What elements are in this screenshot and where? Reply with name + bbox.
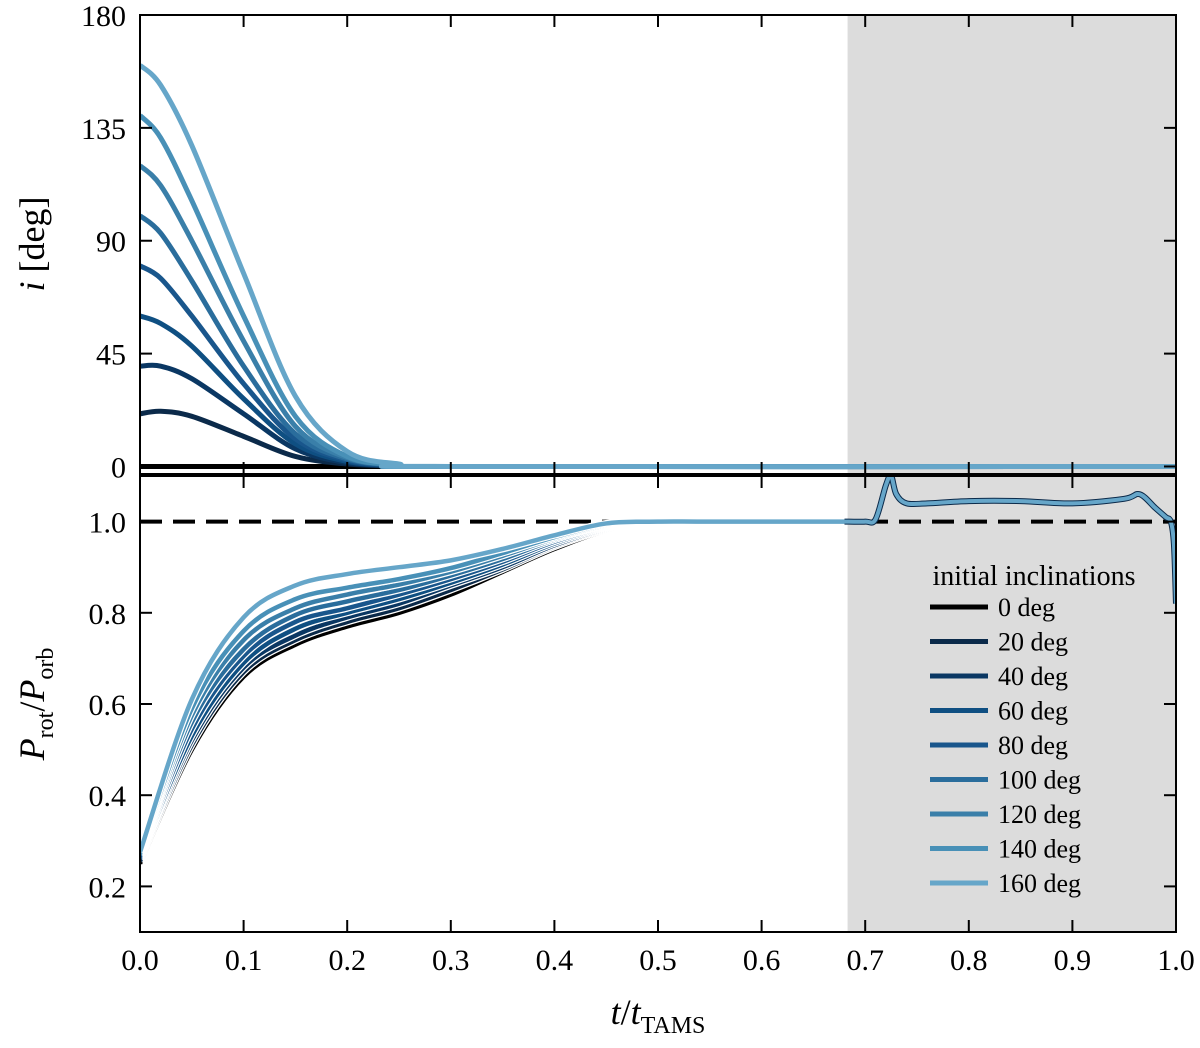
bottom-ytick-label: 0.4 (89, 780, 127, 813)
top-shaded-region (847, 15, 1176, 474)
xtick-label: 0.0 (121, 944, 159, 977)
xtick-label: 1.0 (1157, 944, 1195, 977)
bottom-ytick-label: 0.6 (89, 689, 127, 722)
late-phase-line-1 (844, 476, 1176, 604)
legend-label: 80 deg (998, 731, 1068, 760)
top-series-line-8 (140, 63, 1176, 470)
legend-label: 120 deg (998, 800, 1081, 829)
xtick-label: 0.4 (536, 944, 574, 977)
legend: initial inclinations 0 deg 20 deg 40 deg 60… (930, 561, 1135, 898)
xtick-label: 0.5 (639, 944, 677, 977)
top-ytick-label: 90 (96, 226, 126, 259)
xtick-label: 0.9 (1054, 944, 1092, 977)
top-panel-frame (139, 14, 1177, 475)
xtick-label: 0.3 (432, 944, 470, 977)
legend-label: 140 deg (998, 835, 1081, 864)
bottom-series-line-8 (140, 519, 845, 853)
top-ytick-label: 45 (96, 339, 126, 372)
bottom-ytick-label: 0.8 (89, 598, 127, 631)
legend-label: 20 deg (998, 628, 1068, 657)
xtick-label: 0.8 (950, 944, 988, 977)
top-ytick-label: 180 (81, 0, 126, 33)
top-ytick-label: 0 (111, 451, 126, 484)
bottom-ytick-label: 0.2 (89, 871, 127, 904)
xtick-label: 0.1 (225, 944, 263, 977)
legend-label: 40 deg (998, 662, 1068, 691)
xtick-label: 0.7 (846, 944, 884, 977)
legend-label: 0 deg (998, 593, 1055, 622)
bottom-ylabel: Prot/Porb (12, 648, 59, 762)
legend-label: 60 deg (998, 697, 1068, 726)
legend-label: 100 deg (998, 766, 1081, 795)
bottom-shaded-region (847, 476, 1176, 932)
xtick-label: 0.2 (328, 944, 366, 977)
bottom-panel: 0.2 0.4 0.6 0.8 1.0 0.0 0.1 0.2 0.3 0.4 0.5 0.6 0.7… (12, 475, 1195, 1039)
bottom-series-halo-3 (140, 517, 845, 860)
xlabel: t/tTAMS (611, 992, 706, 1039)
top-ytick-label: 135 (81, 113, 126, 146)
top-ylabel: i [deg] (12, 197, 52, 292)
top-panel: 0 45 90 135 180 i [deg] (12, 0, 1177, 484)
bottom-panel-frame (139, 475, 1177, 933)
xtick-label: 0.6 (743, 944, 781, 977)
legend-title: initial inclinations (933, 561, 1136, 592)
bottom-ytick-label: 1.0 (89, 507, 127, 540)
legend-label: 160 deg (998, 869, 1081, 898)
